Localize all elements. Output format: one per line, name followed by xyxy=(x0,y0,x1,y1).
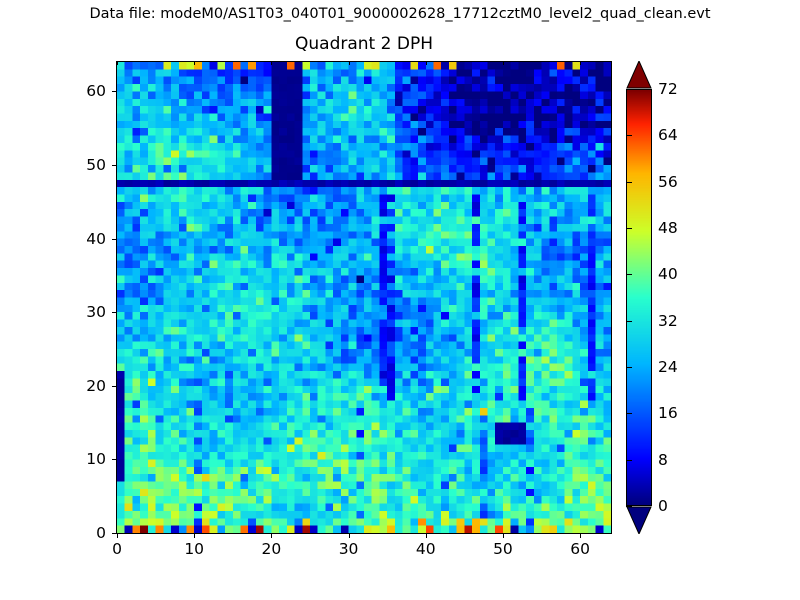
colorbar-tick-label: 16 xyxy=(658,404,678,423)
colorbar-tick-label: 64 xyxy=(658,126,678,145)
x-tick-label: 50 xyxy=(493,540,513,558)
colorbar-tick-label: 24 xyxy=(658,358,678,376)
x-tick-label: 0 xyxy=(112,540,122,558)
y-tick-mark xyxy=(112,238,116,240)
y-tick-label: 30 xyxy=(86,303,106,322)
colorbar[interactable] xyxy=(626,61,652,534)
colorbar-tick-label: 72 xyxy=(658,80,678,98)
colorbar-extend-min-arrow xyxy=(626,506,652,534)
colorbar-tick-label: 48 xyxy=(658,219,678,237)
colorbar-tick-mark xyxy=(626,228,632,229)
heatmap-plot-area[interactable] xyxy=(116,61,612,534)
x-tick-label: 30 xyxy=(338,540,359,558)
y-tick-label: 50 xyxy=(86,156,106,175)
heatmap-canvas[interactable] xyxy=(117,62,611,533)
x-tick-mark-top xyxy=(271,61,273,65)
colorbar-tick-label: 56 xyxy=(658,172,678,191)
x-tick-label: 10 xyxy=(184,540,205,558)
y-tick-mark xyxy=(112,385,116,387)
colorbar-extend-max-arrow xyxy=(626,61,652,89)
x-tick-mark-top xyxy=(580,61,582,65)
y-tick-label: 10 xyxy=(86,450,106,469)
y-tick-mark xyxy=(112,91,116,93)
colorbar-tick-mark xyxy=(626,135,632,137)
x-tick-mark xyxy=(271,534,273,538)
colorbar-tick-label: 0 xyxy=(658,497,668,515)
colorbar-tick-mark xyxy=(626,413,632,415)
y-tick-mark xyxy=(112,533,116,534)
page-title: Quadrant 2 DPH xyxy=(295,34,433,54)
colorbar-tick-label: 8 xyxy=(658,450,668,469)
y-tick-label: 20 xyxy=(86,376,106,395)
colorbar-tick-mark xyxy=(626,367,632,368)
colorbar-tick-mark xyxy=(626,181,632,183)
x-tick-mark xyxy=(580,534,582,538)
y-tick-label: 40 xyxy=(86,229,106,248)
x-tick-label: 20 xyxy=(261,540,282,558)
colorbar-tick-mark xyxy=(626,89,632,90)
x-tick-mark xyxy=(425,534,427,538)
x-tick-mark-top xyxy=(194,61,196,65)
x-tick-mark xyxy=(502,534,504,538)
colorbar-tick-label: 32 xyxy=(658,311,678,330)
x-tick-mark-top xyxy=(425,61,427,65)
colorbar-tick-mark xyxy=(626,274,632,276)
x-tick-mark-top xyxy=(502,61,504,65)
y-tick-mark xyxy=(112,459,116,461)
y-tick-label: 0 xyxy=(96,524,106,542)
x-tick-label: 40 xyxy=(415,540,436,558)
colorbar-tick-mark xyxy=(626,320,632,322)
x-tick-mark xyxy=(117,534,118,538)
x-tick-mark-top xyxy=(348,61,350,65)
colorbar-gradient-canvas xyxy=(627,90,651,505)
colorbar-tick-mark xyxy=(626,506,632,507)
x-tick-mark xyxy=(348,534,350,538)
y-tick-mark xyxy=(112,312,116,314)
data-file-caption: Data file: modeM0/AS1T03_040T01_90000026… xyxy=(89,6,711,22)
colorbar-tick-label: 40 xyxy=(658,265,678,284)
x-tick-mark-top xyxy=(117,61,118,65)
y-tick-label: 60 xyxy=(86,82,106,101)
colorbar-tick-mark xyxy=(626,459,632,461)
colorbar-gradient-body xyxy=(626,89,652,506)
x-tick-label: 60 xyxy=(570,540,590,558)
x-tick-mark xyxy=(194,534,196,538)
y-tick-mark xyxy=(112,165,116,167)
